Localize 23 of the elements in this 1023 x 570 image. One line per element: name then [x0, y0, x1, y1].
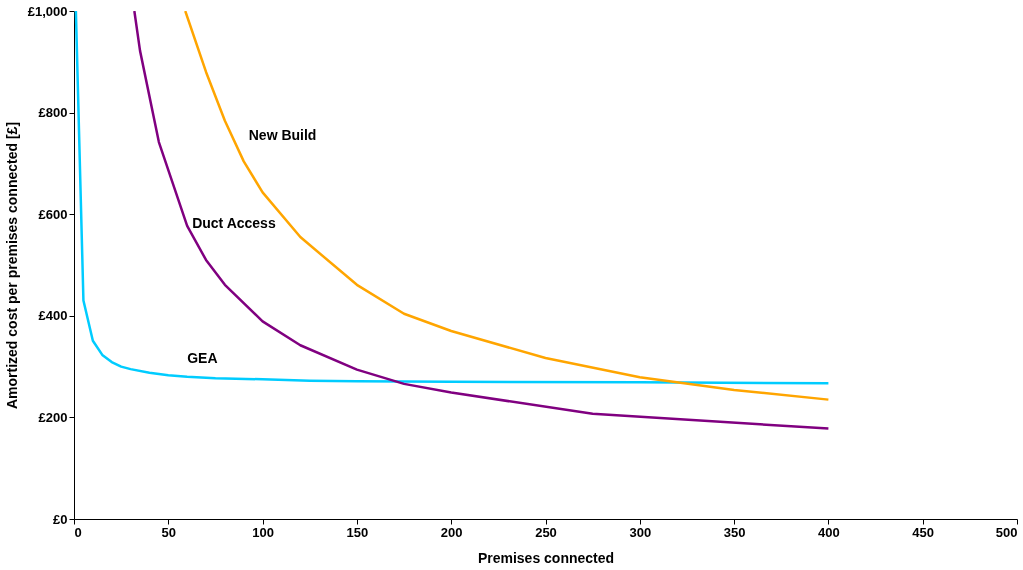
x-tick-label: 500 — [995, 524, 1018, 540]
x-axis-title: Premises connected — [477, 549, 615, 566]
y-axis-title: Amortized cost per premises connected [£] — [3, 121, 20, 410]
x-tick-label: 0 — [74, 524, 82, 540]
series-label: Duct Access — [192, 214, 276, 231]
x-tick-label: 150 — [346, 524, 369, 540]
y-tick-label: £200 — [38, 409, 68, 425]
y-tick-label: £1,000 — [27, 3, 68, 19]
y-tick-label: £0 — [53, 511, 68, 527]
x-tick-label: 300 — [629, 524, 652, 540]
y-tick-label: £600 — [38, 206, 68, 222]
series-label: New Build — [248, 127, 317, 144]
series-label: GEA — [187, 349, 218, 366]
x-tick-label: 350 — [723, 524, 746, 540]
x-tick-label: 200 — [440, 524, 463, 540]
x-tick-label: 450 — [912, 524, 935, 540]
y-tick-label: £400 — [38, 308, 68, 324]
x-tick-label: 100 — [252, 524, 274, 540]
x-tick-label: 400 — [818, 524, 840, 540]
x-tick-label: 250 — [535, 524, 557, 540]
x-tick-label: 50 — [161, 524, 177, 540]
line-series — [74, 11, 830, 385]
y-tick-label: £800 — [38, 105, 68, 121]
